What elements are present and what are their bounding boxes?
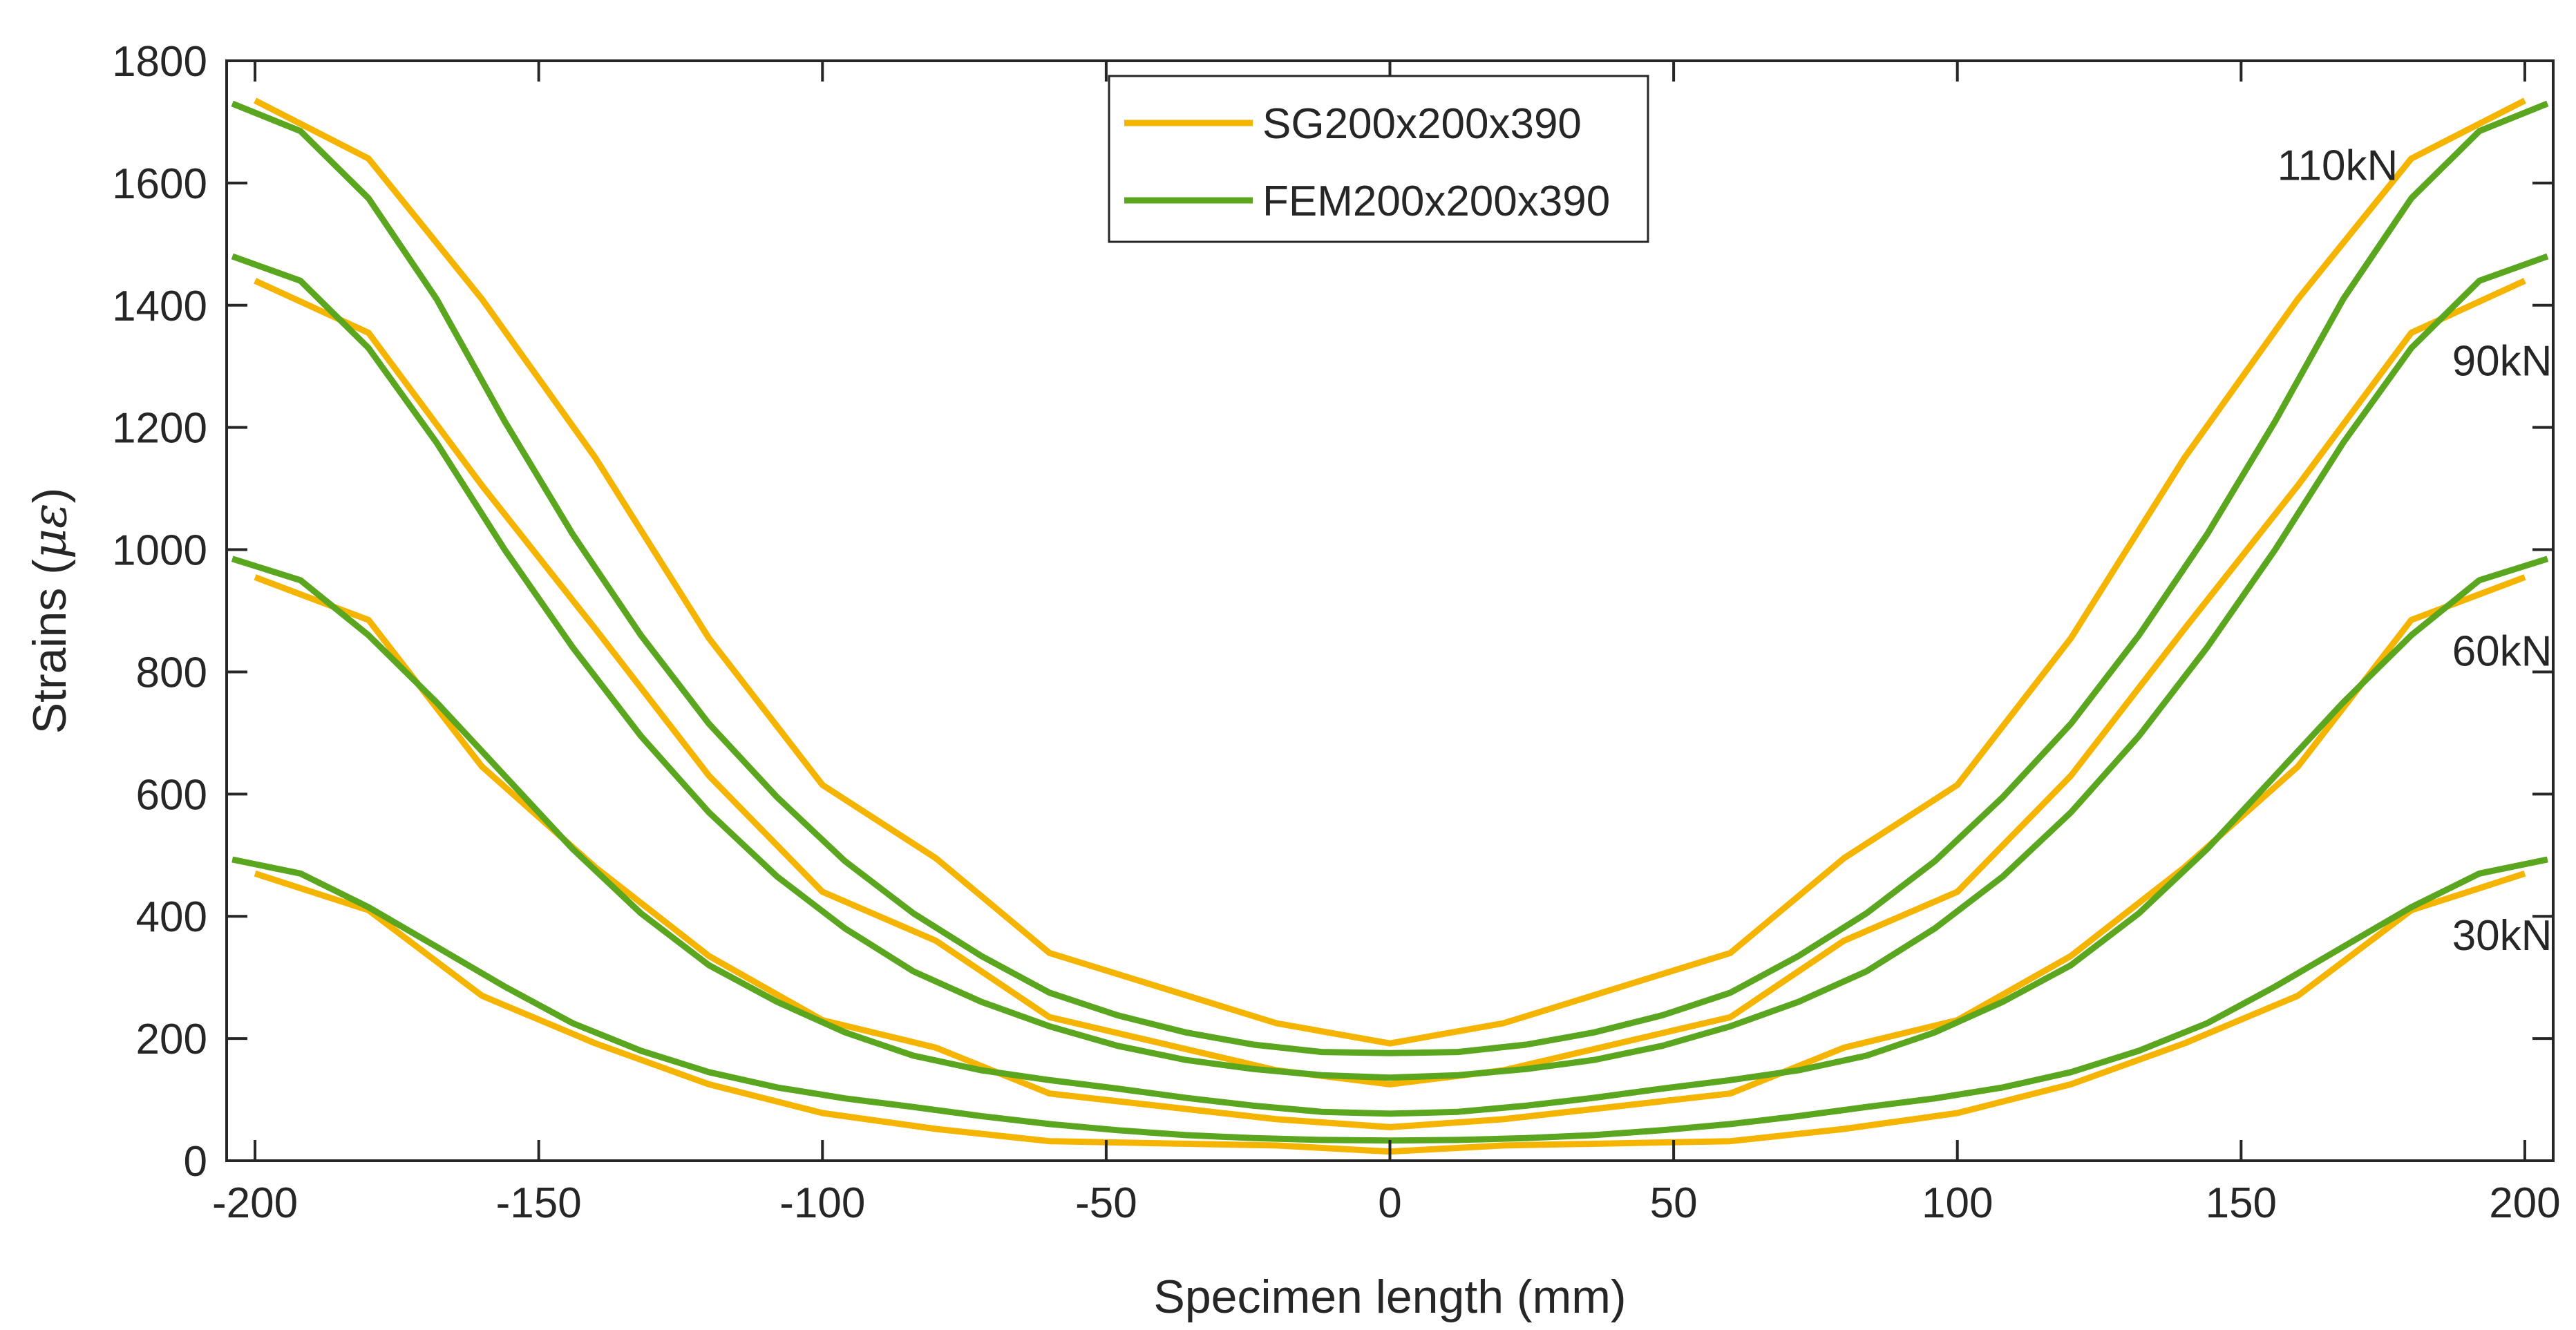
x-tick-label: 100 [1922, 1179, 1993, 1227]
x-tick-label: -50 [1075, 1179, 1137, 1227]
y-tick-label: 1400 [112, 283, 207, 330]
x-tick-label: 0 [1378, 1179, 1401, 1227]
y-tick-label: 0 [184, 1138, 207, 1186]
series-layer [231, 97, 2549, 1155]
y-axis-title-symbol: με [23, 503, 77, 559]
series-line-fem-4 [231, 100, 2549, 1056]
y-axis-title-close: ) [23, 488, 76, 504]
series-line-fem-6 [231, 555, 2549, 1117]
series-line-sg-0 [254, 97, 2526, 1047]
series-line-sg-1 [254, 278, 2526, 1087]
x-tick-label: -100 [779, 1179, 865, 1227]
load-labels: 110kN 90kN 60kN 30kN [2277, 142, 2553, 959]
legend-label-fem: FEM200x200x390 [1262, 178, 1610, 225]
y-axis-title-text: Strains ( [23, 559, 76, 734]
series-line-fem-5 [231, 253, 2549, 1081]
y-tick-label: 600 [136, 771, 207, 819]
y-axis: 0 200 400 600 800 1000 1200 1400 1600 1800 [112, 38, 2553, 1186]
y-tick-label: 1800 [112, 38, 207, 86]
y-tick-label: 1000 [112, 527, 207, 575]
legend-label-sg: SG200x200x390 [1262, 100, 1582, 148]
y-tick-label: 400 [136, 893, 207, 941]
load-label-0: 110kN [2277, 142, 2398, 189]
x-tick-label: -200 [212, 1179, 298, 1227]
y-tick-label: 1600 [112, 160, 207, 208]
x-tick-label: 200 [2489, 1179, 2560, 1227]
x-tick-label: 50 [1650, 1179, 1698, 1227]
y-tick-label: 1200 [112, 405, 207, 453]
x-axis: -200 -150 -100 -50 0 50 100 150 200 [212, 61, 2561, 1227]
y-tick-label: 800 [136, 649, 207, 696]
y-tick-label: 200 [136, 1016, 207, 1063]
y-axis-title: Strains (με) [23, 488, 77, 734]
load-label-1: 90kN [2452, 337, 2553, 385]
legend: SG200x200x390 FEM200x200x390 [1108, 75, 1649, 243]
series-line-sg-3 [254, 871, 2526, 1155]
x-axis-title: Specimen length (mm) [1153, 1271, 1626, 1323]
legend-box [1108, 75, 1649, 243]
load-label-3: 30kN [2452, 912, 2553, 960]
load-label-2: 60kN [2452, 628, 2553, 676]
x-tick-label: 150 [2206, 1179, 2277, 1227]
x-tick-label: -150 [496, 1179, 582, 1227]
series-line-fem-7 [231, 856, 2548, 1144]
